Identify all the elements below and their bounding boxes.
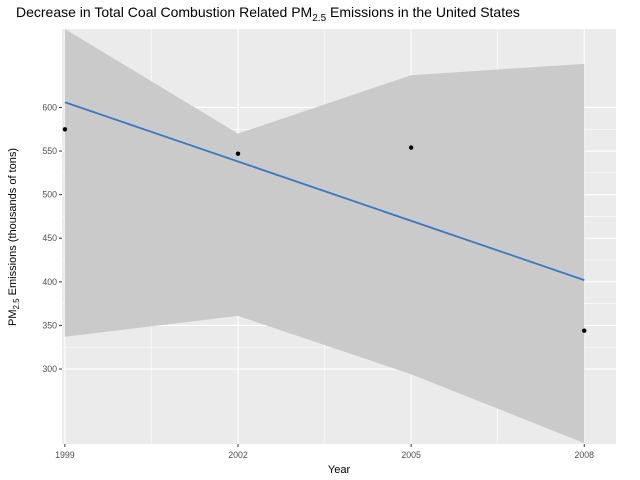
trend-line <box>64 101 585 281</box>
y-tick-label: 450 <box>42 233 57 243</box>
x-tick-label: 1999 <box>55 450 75 460</box>
plot-panel: 300 350 400 450 500 550 600 1999 2002 2005 2008 <box>42 29 616 460</box>
x-tick-label: 2008 <box>574 450 594 460</box>
y-axis-title-prefix: PM <box>7 310 19 327</box>
y-axis-title-suffix: Emissions (thousands of tons) <box>7 148 19 298</box>
chart-title: Decrease in Total Coal Combustion Relate… <box>16 4 520 24</box>
y-tick-label: 600 <box>42 102 57 112</box>
y-axis-title: PM2.5 Emissions (thousands of tons) <box>7 148 21 326</box>
y-tick-label: 400 <box>42 277 57 287</box>
chart-title-suffix: Emissions in the United States <box>326 4 520 20</box>
data-point <box>582 328 587 333</box>
y-axis-title-subscript: 2.5 <box>12 298 21 310</box>
data-point <box>62 127 68 132</box>
x-tick-label: 2002 <box>228 450 248 460</box>
y-tick-label: 300 <box>42 364 57 374</box>
data-point <box>408 145 414 150</box>
chart-title-prefix: Decrease in Total Coal Combustion Relate… <box>16 4 312 20</box>
confidence-band <box>64 29 585 444</box>
y-tick-label: 500 <box>42 190 57 200</box>
y-tick-label: 350 <box>42 320 57 330</box>
data-point <box>235 151 241 156</box>
x-axis-title: Year <box>328 464 351 476</box>
y-tick-label: 550 <box>42 146 57 156</box>
x-tick-label: 2005 <box>401 450 421 460</box>
chart-title-subscript: 2.5 <box>312 13 326 24</box>
